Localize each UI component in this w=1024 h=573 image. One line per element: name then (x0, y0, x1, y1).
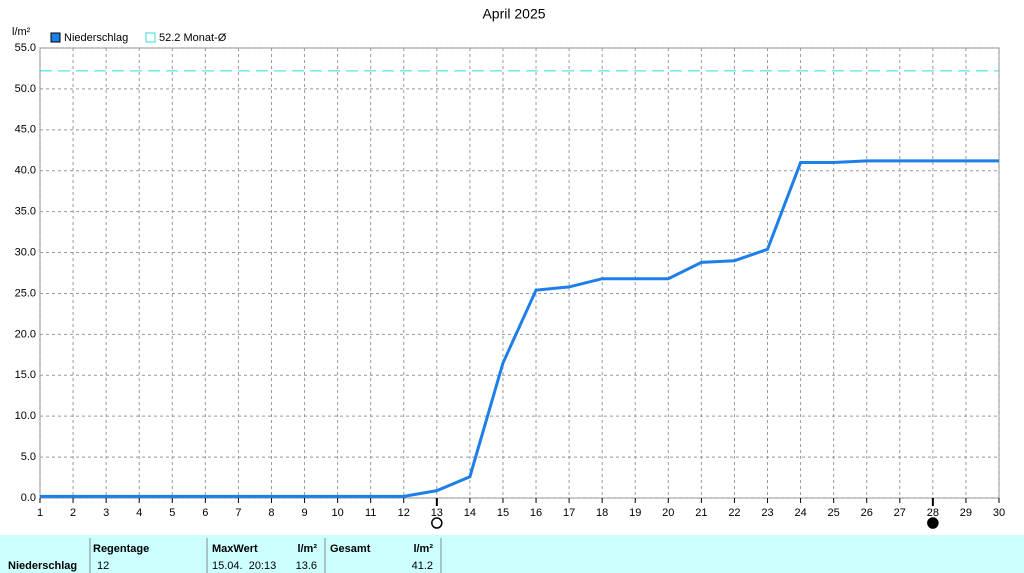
table-header: l/m² (413, 543, 433, 555)
table-header: MaxWert (212, 543, 258, 555)
table-cell: 12 (97, 560, 109, 572)
table-cell: 13.6 (296, 560, 317, 572)
y-tick-label: 50.0 (15, 83, 36, 95)
moon-phase (431, 517, 443, 529)
x-tick-label: 8 (268, 507, 274, 519)
x-tick-label: 18 (596, 507, 608, 519)
y-tick-label: 45.0 (15, 124, 36, 136)
y-tick-label: 35.0 (15, 206, 36, 218)
x-tick-label: 28 (927, 507, 939, 519)
legend-swatch (50, 32, 61, 43)
x-tick-label: 3 (103, 507, 109, 519)
x-tick-label: 21 (695, 507, 707, 519)
table-cell: 41.2 (412, 560, 433, 572)
x-tick-label: 22 (728, 507, 740, 519)
x-tick-label: 27 (894, 507, 906, 519)
legend-label: Niederschlag (64, 32, 128, 44)
x-tick-label: 26 (861, 507, 873, 519)
x-tick-label: 6 (202, 507, 208, 519)
plot-area (39, 47, 1000, 499)
x-tick-label: 24 (794, 507, 806, 519)
x-tick-label: 7 (235, 507, 241, 519)
table-header: Regentage (93, 543, 149, 555)
y-tick-label: 55.0 (15, 42, 36, 54)
y-tick-label: 0.0 (21, 492, 36, 504)
x-tick-label: 16 (530, 507, 542, 519)
x-tick-label: 25 (828, 507, 840, 519)
x-tick-label: 20 (662, 507, 674, 519)
x-tick-label: 1 (37, 507, 43, 519)
table-cell: 15.04. 20:13 (212, 560, 276, 572)
y-tick-label: 5.0 (21, 451, 36, 463)
legend-label: 52.2 Monat-Ø (159, 32, 227, 44)
x-tick-label: 17 (563, 507, 575, 519)
chart-title: April 2025 (482, 6, 545, 22)
x-tick-label: 14 (464, 507, 476, 519)
summary-background (0, 535, 1024, 573)
y-tick-label: 30.0 (15, 246, 36, 258)
legend-swatch (145, 32, 156, 43)
x-tick-label: 23 (761, 507, 773, 519)
x-tick-label: 13 (431, 507, 443, 519)
y-tick-label: 25.0 (15, 287, 36, 299)
table-cell: Niederschlag (8, 560, 77, 572)
y-tick-label: 15.0 (15, 369, 36, 381)
table-header: Gesamt (330, 543, 371, 555)
y-tick-label: 20.0 (15, 328, 36, 340)
y-unit: l/m² (12, 26, 31, 38)
y-tick-label: 40.0 (15, 165, 36, 177)
x-tick-label: 9 (301, 507, 307, 519)
x-tick-label: 29 (960, 507, 972, 519)
summary-table: Regentage MaxWert l/m² Gesamt l/m² Niederschl… (8, 538, 442, 573)
x-tick-label: 12 (398, 507, 410, 519)
x-tick-label: 30 (993, 507, 1005, 519)
y-tick-label: 10.0 (15, 410, 36, 422)
line-series (40, 159, 999, 498)
moon-phase (927, 517, 939, 529)
table-header: l/m² (297, 543, 317, 555)
x-tick-label: 2 (70, 507, 76, 519)
x-tick-label: 5 (169, 507, 175, 519)
x-tick-label: 10 (331, 507, 343, 519)
x-tick-label: 15 (497, 507, 509, 519)
x-tick-label: 11 (365, 507, 376, 519)
x-tick-label: 19 (629, 507, 641, 519)
x-tick-label: 4 (136, 507, 142, 519)
